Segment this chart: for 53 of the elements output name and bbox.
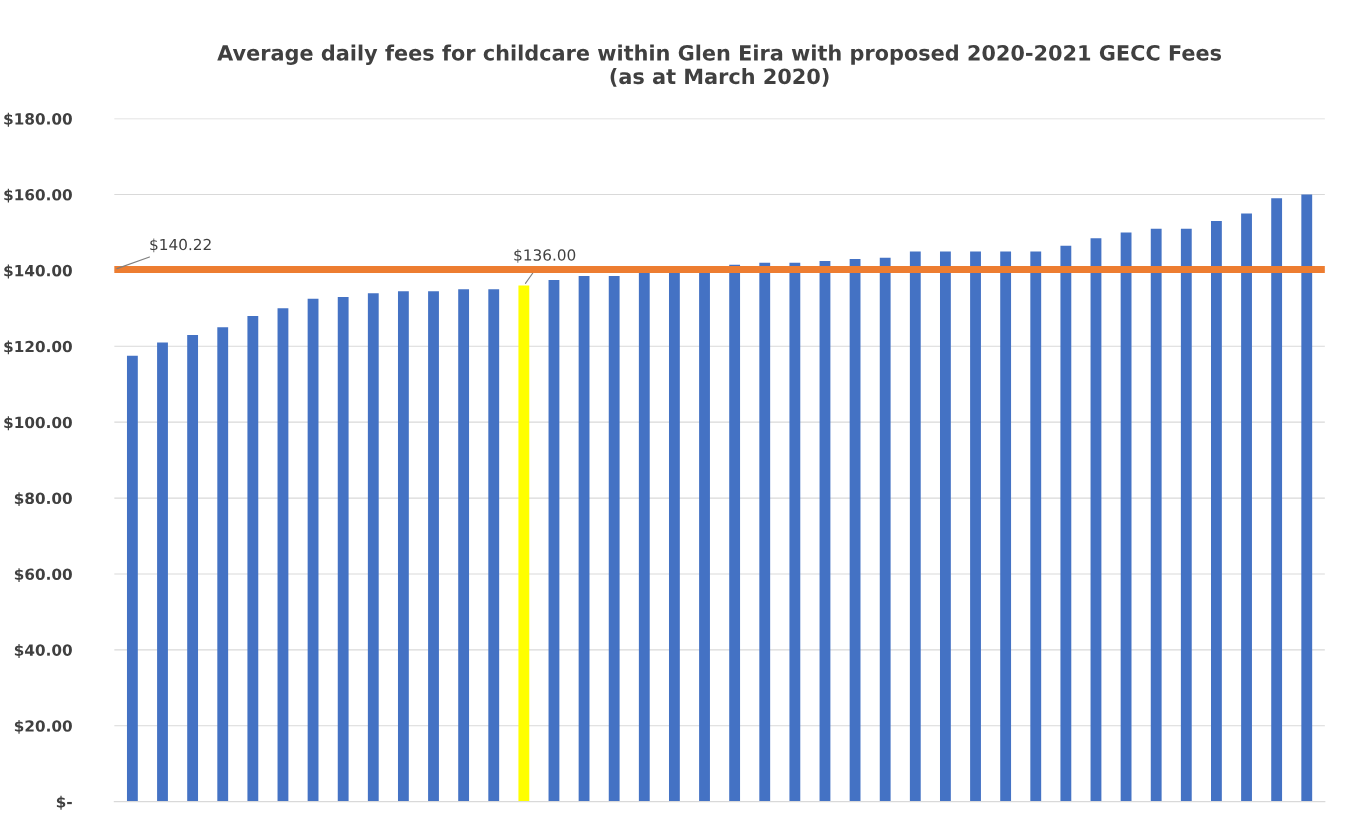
y-tick-label: $60.00 [14,568,72,583]
bar [759,262,771,802]
y-tick-label: $20.00 [14,719,72,734]
bar [1090,238,1102,802]
bar [1000,251,1012,802]
bar [729,264,741,802]
bar [337,296,349,802]
bar [1030,251,1042,802]
bar [277,308,289,802]
bar [1060,245,1072,802]
bar [1211,221,1222,802]
bar [488,289,500,802]
y-tick-label: $100.00 [4,416,72,431]
bar [187,334,199,802]
data-label: $136.00 [514,248,576,263]
bar [548,279,560,802]
bar [668,270,680,802]
bar [126,355,138,802]
bar [608,276,620,802]
bar [217,327,229,802]
bar [578,276,590,802]
bar [518,285,530,802]
bar [1271,198,1283,802]
bar [1241,213,1252,802]
y-tick-label: $120.00 [4,340,72,355]
bar [909,251,921,802]
bar [1180,228,1192,802]
bar [1120,232,1132,802]
bar [939,251,951,802]
y-tick-label: $40.00 [14,644,72,658]
bar [879,257,891,802]
bar [247,315,259,802]
bar [397,291,409,802]
bar [1150,228,1162,802]
bar [458,289,470,802]
bar [849,259,861,802]
bar [307,298,319,802]
y-tick-label: $140.00 [4,264,72,279]
y-tick-label: $- [56,795,72,810]
ref-line-label: $140.22 [150,238,211,253]
bar [157,342,168,802]
bar [819,260,831,802]
bar [699,270,710,802]
bar [428,291,439,802]
y-tick-label: $180.00 [4,112,72,127]
bar [789,262,801,802]
y-tick-label: $80.00 [14,492,72,507]
chart-title: Average daily fees for childcare within Glen Eira with proposed 2020-2021 GECC Fees (as at March 2020) [217,44,1222,87]
bar [970,251,981,802]
y-tick-label: $160.00 [4,188,72,203]
bar [638,270,650,802]
bar [367,293,379,802]
bar [1301,194,1313,802]
